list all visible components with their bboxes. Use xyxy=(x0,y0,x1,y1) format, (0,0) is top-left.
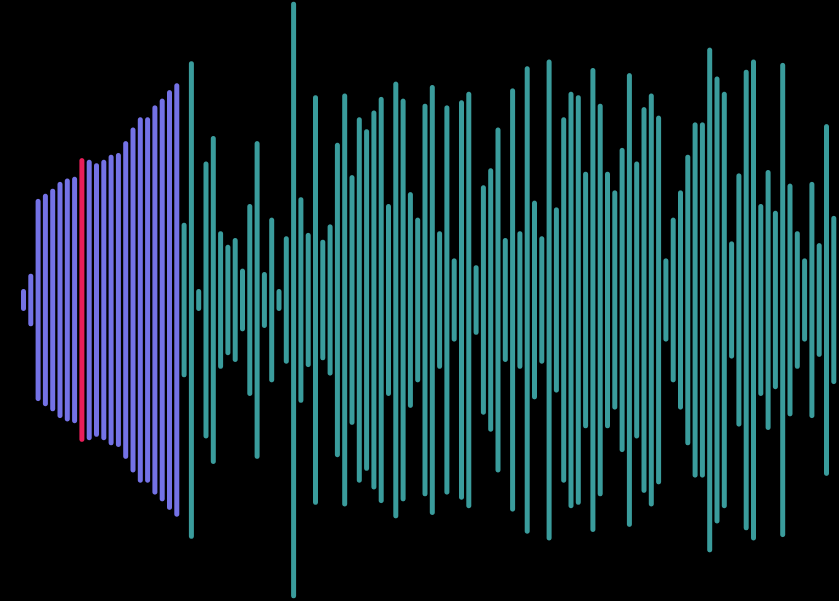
audio-waveform[interactable] xyxy=(0,0,839,601)
